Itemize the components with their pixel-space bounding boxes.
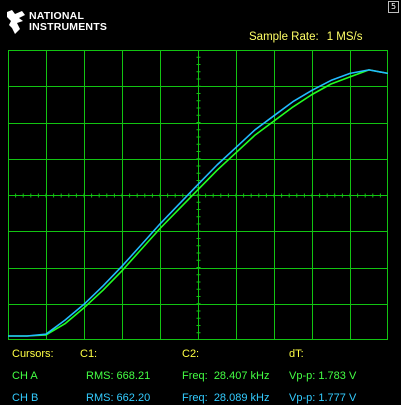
channel-a-freq: Freq: 28.407 kHz	[182, 370, 269, 382]
scope-display[interactable]	[8, 50, 388, 340]
channel-a-vpp-value: 1.783 V	[318, 370, 357, 382]
cursors-label: Cursors:	[12, 348, 54, 360]
channel-b-freq: Freq: 28.089 kHz	[182, 392, 269, 404]
channel-a-rms: RMS: 668.21	[86, 370, 151, 382]
channel-a-freq-label: Freq:	[182, 370, 208, 382]
logo-line-1: NATIONAL	[29, 10, 85, 22]
cursor-c1-label: C1:	[80, 348, 98, 360]
sample-rate-label: Sample Rate:	[249, 31, 319, 43]
channel-b-label: CH B	[12, 392, 39, 404]
settings-corner-icon[interactable]: 5	[388, 1, 399, 13]
channel-a-vpp-label: Vp-p:	[289, 370, 316, 382]
channel-b-rms: RMS: 662.20	[86, 392, 151, 404]
sample-rate-readout: Sample Rate: 1 MS/s	[249, 31, 362, 43]
channel-b-vpp: Vp-p: 1.777 V	[289, 392, 356, 404]
traces	[8, 69, 388, 337]
eagle-icon	[7, 10, 25, 34]
ni-logo-text: NATIONAL INSTRUMENTS	[29, 11, 107, 33]
channel-b-vpp-value: 1.777 V	[318, 392, 357, 404]
cursor-c2-label: C2:	[182, 348, 200, 360]
channel-a-trace	[8, 69, 388, 337]
logo-line-2: INSTRUMENTS	[29, 21, 108, 33]
ni-logo: NATIONAL INSTRUMENTS	[6, 8, 107, 36]
channel-b-trace	[8, 69, 388, 337]
channel-a-label: CH A	[12, 370, 38, 382]
channel-b-freq-label: Freq:	[182, 392, 208, 404]
sample-rate-value: 1 MS/s	[326, 31, 363, 43]
grid	[8, 50, 388, 340]
channel-b-vpp-label: Vp-p:	[289, 392, 316, 404]
channel-b-freq-value: 28.089 kHz	[213, 392, 270, 404]
channel-a-freq-value: 28.407 kHz	[213, 370, 270, 382]
cursor-dt-label: dT:	[289, 348, 304, 360]
channel-a-vpp: Vp-p: 1.783 V	[289, 370, 356, 382]
